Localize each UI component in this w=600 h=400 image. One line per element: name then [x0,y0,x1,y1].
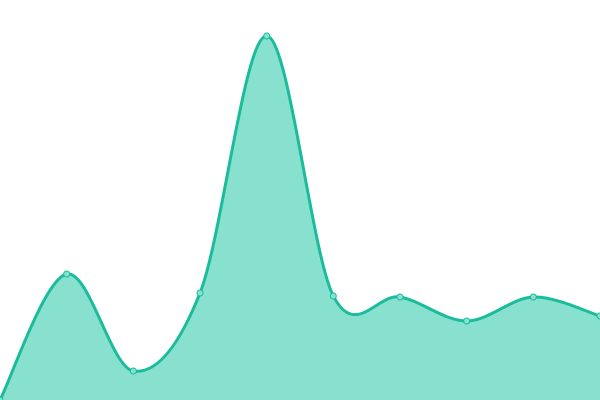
data-point-5 [329,292,337,300]
data-point-6 [396,293,404,301]
data-point-1 [63,270,71,278]
data-point-4 [263,32,271,40]
data-points [0,32,600,400]
area-fill [0,35,600,400]
data-point-8 [529,293,537,301]
data-point-2 [129,367,137,375]
data-point-9 [596,312,600,320]
data-point-3 [196,289,204,297]
data-point-7 [463,317,471,325]
data-point-0 [0,396,4,400]
